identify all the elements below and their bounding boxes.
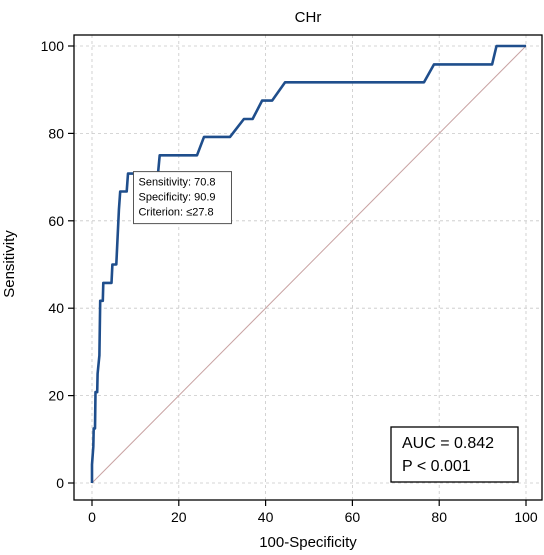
roc-curve: [90, 44, 526, 483]
criterion-annotation: Sensitivity: 70.8 Specificity: 90.9 Crit…: [132, 171, 232, 225]
annotation-line-sensitivity: Sensitivity: 70.8: [138, 177, 215, 189]
annotation-line-criterion: Criterion: ≤27.8: [138, 207, 213, 219]
annotation-line-specificity: Specificity: 90.9: [138, 192, 215, 204]
auc-stats-box: AUC = 0.842 P < 0.001: [390, 426, 519, 483]
x-axis-ticks: 0 20 40 60 80 100: [88, 500, 538, 525]
x-tick-label: 60: [345, 509, 361, 525]
y-tick-label: 80: [48, 125, 64, 141]
x-tick-label: 100: [514, 509, 538, 525]
plot-frame: [73, 34, 543, 501]
annotation-box: [132, 171, 232, 225]
x-tick-label: 20: [171, 509, 187, 525]
y-tick-label: 0: [56, 475, 64, 491]
y-axis-ticks: 0 20 40 60 80 100: [41, 38, 74, 491]
auc-value: AUC = 0.842: [402, 435, 494, 452]
stats-box-frame: [390, 426, 519, 483]
x-tick-label: 80: [431, 509, 447, 525]
chart-title: CHr: [295, 9, 322, 26]
y-tick-label: 20: [48, 388, 64, 404]
y-tick-label: 40: [48, 300, 64, 316]
x-tick-label: 0: [88, 509, 96, 525]
x-tick-label: 40: [258, 509, 274, 525]
diagonal-reference-line: [91, 45, 527, 484]
y-tick-label: 60: [48, 213, 64, 229]
y-axis-title: Sensitivity: [1, 230, 18, 298]
x-axis-title: 100-Specificity: [259, 534, 357, 551]
y-tick-label: 100: [41, 38, 65, 54]
p-value: P < 0.001: [402, 458, 471, 475]
